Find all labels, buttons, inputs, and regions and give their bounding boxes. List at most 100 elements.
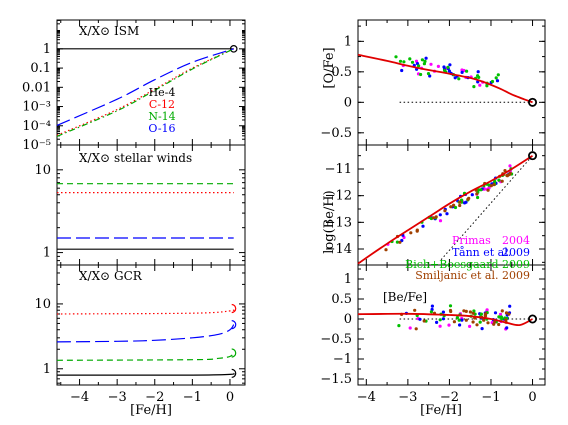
- ofe-data-point: [448, 63, 452, 67]
- beh-data-point: [492, 183, 496, 187]
- beh-data-point: [452, 203, 456, 207]
- befe-data-point: [498, 312, 503, 316]
- gcr-xtick-label: −4: [70, 390, 89, 405]
- beh-data-point: [443, 209, 447, 213]
- gcr-ytick-label: 10: [34, 297, 51, 312]
- befe-data-point: [413, 308, 417, 312]
- ism-ytick-label: 1: [43, 42, 51, 57]
- ofe-data-point: [472, 85, 476, 89]
- beh-data-point: [476, 195, 480, 200]
- ofe-data-point: [495, 79, 500, 83]
- beh-data-point: [415, 228, 419, 232]
- beh-data-point: [475, 192, 479, 196]
- befe-ytick-label: −1: [333, 352, 352, 367]
- ofe-data-point: [420, 58, 424, 62]
- befe-ytick-label: 0.5: [331, 292, 352, 307]
- ofe-data-point: [436, 64, 440, 68]
- befe-ytick-label: −1.5: [320, 372, 352, 387]
- gcr-xtick-label: −2: [145, 390, 164, 405]
- beh-data-point: [470, 193, 474, 197]
- legend-c12: C-12: [149, 98, 175, 111]
- befe-data-point: [448, 308, 453, 313]
- befe-data-point: [500, 309, 504, 313]
- legend-tan-year: 2009: [502, 246, 530, 259]
- ofe-data-point: [490, 79, 495, 84]
- ofe-data-point: [446, 65, 450, 69]
- befe-data-point: [430, 304, 434, 308]
- ofe-data-point: [426, 72, 431, 76]
- beh-ytick-label: −13: [325, 215, 352, 230]
- ism-ytick-label: 0.01: [22, 80, 51, 95]
- gcr-panel-label: X/X⊙ GCR: [79, 269, 143, 283]
- ism-series-n-14: [56, 48, 234, 137]
- beh-data-point: [479, 188, 483, 192]
- beh-ylabel: log(Be/H): [322, 190, 337, 253]
- befe-data-point: [460, 318, 464, 322]
- befe-xtick-label: −1: [481, 390, 500, 405]
- beh-data-point: [463, 201, 467, 205]
- ofe-ytick-label: −0.5: [320, 126, 352, 141]
- beh-data-point: [458, 200, 462, 204]
- ofe-data-point: [460, 70, 464, 74]
- ofe-data-point: [408, 57, 412, 61]
- gcr-series-c-12: [56, 307, 235, 315]
- beh-data-point: [398, 240, 402, 244]
- befe-data-point: [441, 317, 445, 321]
- legend-primas: Primas: [452, 234, 491, 247]
- ofe-data-point: [485, 84, 489, 88]
- ofe-ytick-label: 0: [344, 95, 352, 110]
- beh-data-point: [493, 179, 497, 183]
- ofe-ytick-label: 1: [344, 34, 352, 49]
- beh-data-point: [486, 188, 490, 192]
- ofe-data-point: [414, 59, 419, 63]
- befe-data-point: [464, 318, 468, 322]
- befe-data-point: [479, 312, 483, 316]
- beh-ytick-label: −11: [325, 162, 352, 177]
- befe-xtick-label: 0: [528, 390, 536, 405]
- gcr-frame: [56, 264, 246, 386]
- befe-data-point: [483, 314, 488, 318]
- befe-data-point: [422, 319, 426, 323]
- befe-panel-label: [Be/Fe]: [383, 290, 427, 304]
- ofe-data-point: [476, 70, 480, 74]
- beh-data-point: [445, 212, 449, 216]
- winds-panel-label: X/X⊙ stellar winds: [79, 151, 192, 165]
- befe-data-point: [486, 321, 490, 325]
- gcr-endcap-o-16: [231, 319, 237, 330]
- befe-data-point: [448, 304, 453, 308]
- befe-data-point: [497, 322, 501, 327]
- befe-data-point: [441, 310, 445, 314]
- befe-data-point: [497, 315, 501, 319]
- ofe-data-point: [429, 62, 433, 66]
- ofe-data-point: [422, 62, 426, 66]
- befe-xtick-label: −4: [357, 390, 376, 405]
- beh-ytick-label: −14: [325, 242, 352, 257]
- beh-data-point: [395, 240, 399, 244]
- befe-data-point: [504, 311, 509, 315]
- gcr-xtick-label: −3: [108, 390, 127, 405]
- beh-data-point: [438, 219, 443, 223]
- left-xlabel: [Fe/H]: [130, 403, 172, 418]
- legend-boesgaard: Bich+Boesgaard 2009: [405, 258, 530, 271]
- beh-data-point: [449, 205, 453, 209]
- beh-data-point: [500, 179, 504, 183]
- beh-data-point: [409, 231, 413, 235]
- befe-data-point: [478, 320, 482, 324]
- ofe-ylabel: [O/Fe]: [322, 47, 337, 88]
- beh-data-point: [453, 205, 458, 210]
- befe-data-point: [457, 318, 461, 322]
- befe-data-point: [408, 326, 412, 330]
- ofe-data-point: [400, 68, 404, 73]
- gcr-series-n-14: [56, 352, 235, 361]
- ofe-data-point: [478, 83, 482, 87]
- befe-data-point: [480, 327, 484, 331]
- befe-ytick-label: −0.5: [320, 332, 352, 347]
- befe-solar-marker: [528, 314, 538, 324]
- befe-data-point: [429, 310, 433, 314]
- gcr-endcap-n-14: [231, 348, 237, 358]
- ofe-data-point: [394, 55, 398, 59]
- beh-data-point: [497, 178, 501, 182]
- beh-data-point: [505, 173, 509, 177]
- gcr-xtick-label: 0: [226, 390, 234, 405]
